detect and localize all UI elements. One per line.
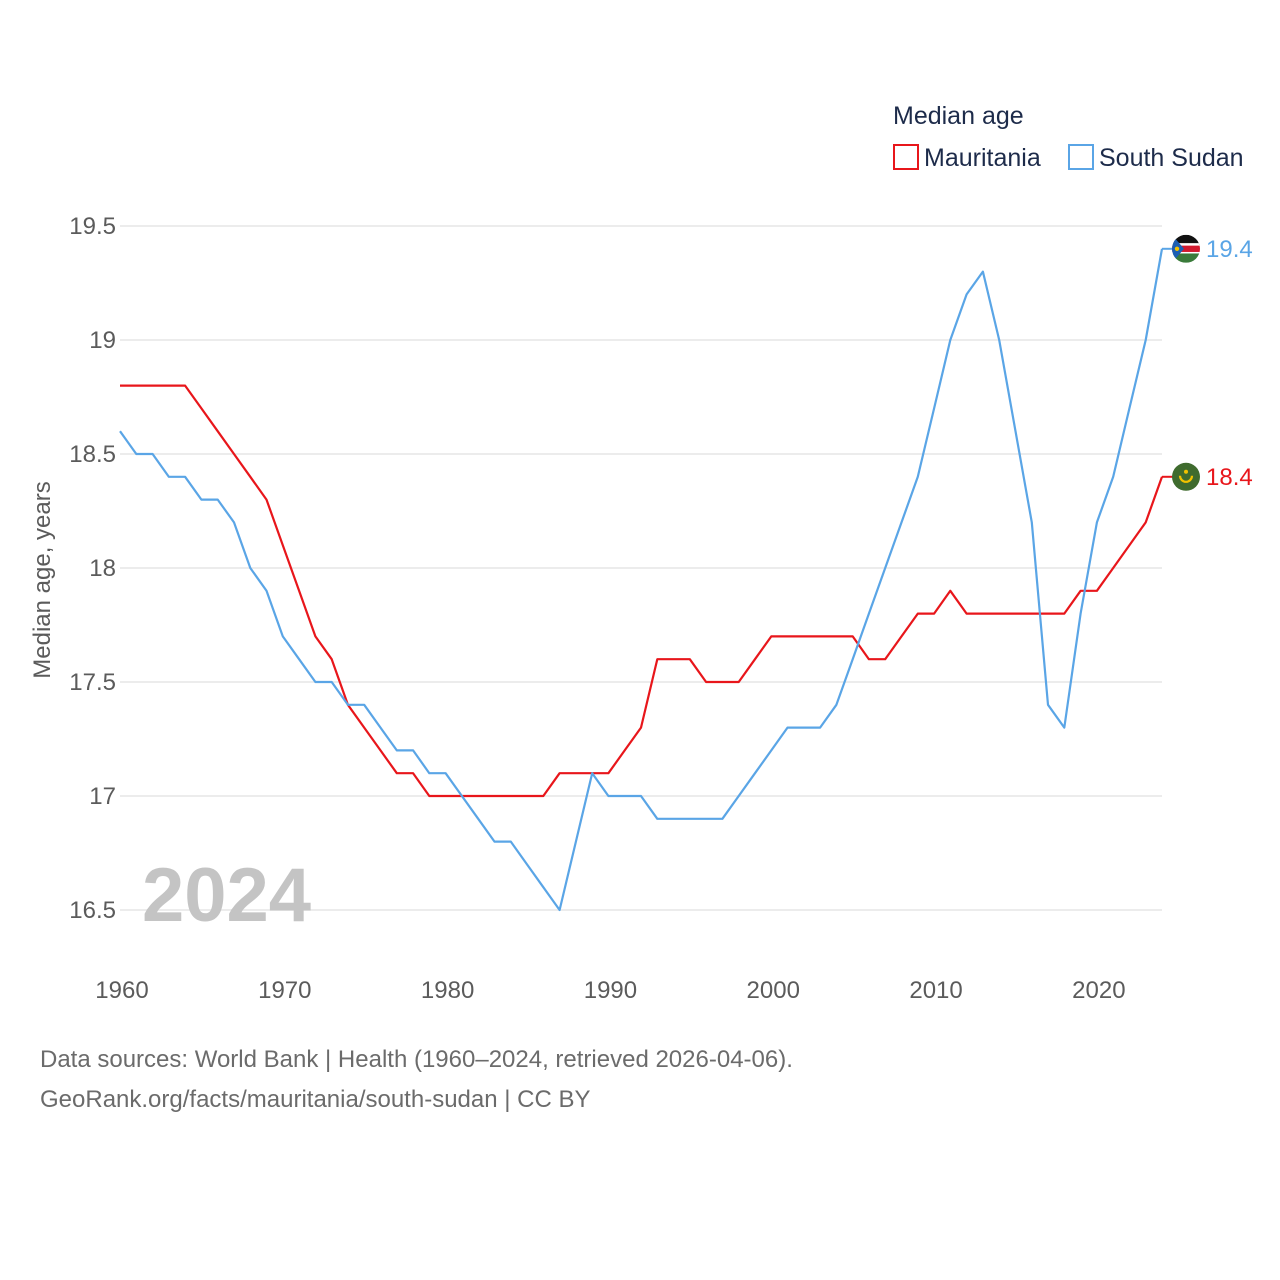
y-tick-label: 16.5 [69, 897, 116, 924]
x-tick-label: 1980 [421, 977, 474, 1004]
mauritania-flag-icon [1172, 462, 1200, 491]
legend: Median age Mauritania South Sudan [893, 102, 1244, 172]
end-label-south-sudan: 19.4 [1206, 236, 1253, 263]
legend-item-mauritania[interactable]: Mauritania [893, 144, 1041, 172]
legend-item-south-sudan[interactable]: South Sudan [1068, 144, 1244, 172]
y-axis-title: Median age, years [29, 481, 56, 678]
x-tick-label: 1990 [584, 977, 637, 1004]
gridlines [120, 225, 1162, 911]
flag-base [1172, 462, 1200, 491]
legend-swatch-south-sudan [1068, 144, 1094, 170]
series-lines [119, 248, 1164, 912]
y-tick-label: 19.5 [69, 213, 116, 240]
flag-star [1184, 469, 1188, 474]
series-line-mauritania[interactable] [120, 384, 1164, 798]
legend-label-south-sudan: South Sudan [1099, 144, 1244, 172]
source-line: Data sources: World Bank | Health (1960–… [40, 1046, 793, 1073]
x-axis-ticks: 1960 1970 1980 1990 2000 2010 2020 [95, 977, 1125, 1004]
x-tick-label: 2020 [1072, 977, 1125, 1004]
y-tick-label: 19 [89, 327, 116, 354]
source-link[interactable]: GeoRank.org/facts/mauritania/south-sudan… [40, 1086, 591, 1113]
legend-title: Median age [893, 102, 1024, 130]
y-tick-label: 17.5 [69, 669, 116, 696]
legend-label-mauritania: Mauritania [924, 144, 1041, 172]
y-axis-ticks: 16.5 17 17.5 18 18.5 19 19.5 [69, 213, 116, 924]
year-watermark: 2024 [142, 853, 311, 938]
x-tick-label: 1960 [95, 977, 148, 1004]
legend-swatch-mauritania [893, 144, 919, 170]
flag-crescent [1178, 475, 1194, 483]
end-label-mauritania: 18.4 [1206, 464, 1253, 491]
end-markers: 18.4 19.4 [1162, 234, 1253, 491]
x-tick-label: 1970 [258, 977, 311, 1004]
x-tick-label: 2000 [747, 977, 800, 1004]
line-chart: 16.5 17 17.5 18 18.5 19 19.5 1960 1970 1980 1990 2… [29, 102, 1253, 1004]
y-tick-label: 18 [89, 555, 116, 582]
flag-body [1172, 234, 1200, 263]
south-sudan-flag-icon [1172, 234, 1200, 263]
y-tick-label: 18.5 [69, 441, 116, 468]
series-line-south-sudan[interactable] [119, 248, 1164, 912]
x-tick-label: 2010 [909, 977, 962, 1004]
y-tick-label: 17 [89, 783, 116, 810]
